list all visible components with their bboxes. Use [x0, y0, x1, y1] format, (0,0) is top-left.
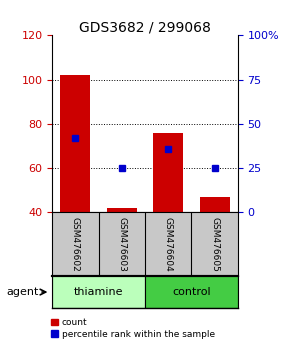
Text: thiamine: thiamine	[74, 287, 123, 297]
Text: GSM476603: GSM476603	[117, 217, 126, 272]
Bar	[200, 197, 230, 212]
Bar	[153, 133, 183, 212]
Text: GSM476605: GSM476605	[210, 217, 219, 272]
Text: agent: agent	[7, 287, 39, 297]
Legend: count, percentile rank within the sample: count, percentile rank within the sample	[51, 318, 215, 339]
Title: GDS3682 / 299068: GDS3682 / 299068	[79, 20, 211, 34]
Bar	[52, 276, 145, 308]
Text: GSM476602: GSM476602	[71, 217, 80, 272]
Bar	[60, 75, 90, 212]
Bar	[145, 276, 238, 308]
Bar	[107, 208, 137, 212]
Text: GSM476604: GSM476604	[164, 217, 173, 272]
Text: control: control	[172, 287, 211, 297]
